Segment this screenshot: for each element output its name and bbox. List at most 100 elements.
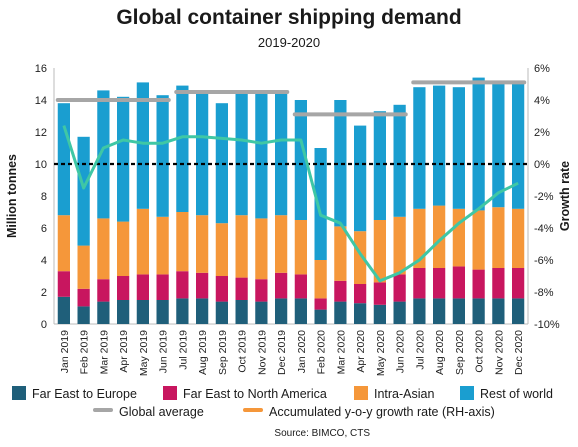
bar-segment-0 bbox=[215, 301, 228, 324]
bar-segment-0 bbox=[255, 301, 268, 324]
bar-segment-2 bbox=[472, 210, 485, 270]
legend-label: Global average bbox=[119, 405, 204, 419]
chart-title: Global container shipping demand bbox=[116, 6, 462, 29]
x-tick-label: Nov 2020 bbox=[493, 330, 505, 375]
bar-segment-2 bbox=[156, 216, 169, 275]
bar-segment-3 bbox=[393, 104, 406, 217]
x-tick-label: Dec 2020 bbox=[513, 330, 525, 375]
bar-segment-1 bbox=[117, 276, 130, 300]
bar-segment-3 bbox=[373, 111, 386, 220]
y-tick-label: 10 bbox=[35, 159, 47, 171]
legend-item-far-east-to-north-america: Far East to North America bbox=[163, 386, 327, 402]
y2-axis-title: Growth rate bbox=[558, 161, 572, 231]
bar-segment-0 bbox=[294, 298, 307, 324]
legend-item-rest-of-world: Rest of world bbox=[460, 386, 553, 402]
bar-segment-0 bbox=[235, 300, 248, 324]
y2-tick-label: -10% bbox=[534, 319, 560, 331]
bar-segment-3 bbox=[472, 77, 485, 211]
bar-segment-0 bbox=[196, 298, 209, 324]
bar-segment-0 bbox=[176, 298, 189, 324]
legend-item-growth-rate: Accumulated y-o-y growth rate (RH-axis) bbox=[243, 404, 495, 420]
bar-segment-3 bbox=[215, 103, 228, 224]
legend-item-far-east-to-europe: Far East to Europe bbox=[12, 386, 137, 402]
bar-segment-0 bbox=[156, 300, 169, 324]
source-note: Source: BIMCO, CTS bbox=[274, 428, 370, 439]
bar-segment-0 bbox=[275, 298, 288, 324]
x-tick-label: May 2019 bbox=[138, 330, 150, 376]
x-tick-label: Feb 2020 bbox=[316, 330, 328, 375]
bar-segment-3 bbox=[294, 100, 307, 220]
bar-segment-0 bbox=[57, 296, 70, 324]
bar-segment-3 bbox=[255, 93, 268, 219]
bar-segment-2 bbox=[215, 223, 228, 276]
x-tick-label: Jun 2020 bbox=[395, 330, 407, 373]
bar-segment-1 bbox=[294, 274, 307, 299]
y2-tick-label: 2% bbox=[534, 127, 550, 139]
bar-segment-3 bbox=[413, 87, 426, 209]
y-tick-label: 14 bbox=[35, 95, 47, 107]
bar-segment-1 bbox=[156, 274, 169, 300]
bar-segment-2 bbox=[275, 215, 288, 273]
bar-segment-3 bbox=[176, 85, 189, 212]
bar-segment-1 bbox=[314, 298, 327, 310]
bar-segment-2 bbox=[354, 231, 367, 284]
bar-segment-0 bbox=[354, 303, 367, 324]
y-tick-label: 16 bbox=[35, 63, 47, 75]
bar-segment-1 bbox=[136, 274, 149, 300]
chart-plot: 0 2 4 6 8 10 12 14 16 -10% -8% -6% -4% -2% 0% 2% 4% 6% Jan… bbox=[5, 63, 572, 376]
x-tick-label: Jul 2019 bbox=[177, 330, 189, 370]
y2-tick-label: 0% bbox=[534, 159, 550, 171]
legend-label: Rest of world bbox=[480, 387, 553, 401]
bar-segment-0 bbox=[117, 300, 130, 324]
legend-label: Accumulated y-o-y growth rate (RH-axis) bbox=[269, 405, 495, 419]
x-tick-label: Jun 2019 bbox=[158, 330, 170, 373]
bar-segment-3 bbox=[492, 80, 505, 208]
legend-item-intra-asian: Intra-Asian bbox=[354, 386, 434, 402]
bar-segment-0 bbox=[512, 298, 525, 324]
bar-segment-0 bbox=[334, 301, 347, 324]
bar-segment-2 bbox=[314, 260, 327, 299]
bar-segment-0 bbox=[314, 309, 327, 324]
x-tick-label: Jan 2020 bbox=[296, 330, 308, 373]
y-tick-label: 12 bbox=[35, 127, 47, 139]
bar-segment-2 bbox=[97, 218, 110, 280]
bar-segment-2 bbox=[255, 218, 268, 280]
bar-segment-1 bbox=[413, 268, 426, 299]
legend-swatch bbox=[93, 408, 113, 412]
bar-segment-1 bbox=[433, 268, 446, 299]
legend-swatch bbox=[163, 386, 177, 400]
bar-segment-1 bbox=[393, 274, 406, 302]
bar-segment-1 bbox=[196, 272, 209, 299]
bar-segment-2 bbox=[176, 212, 189, 272]
bar-segment-1 bbox=[215, 276, 228, 302]
y-tick-label: 0 bbox=[41, 319, 47, 331]
bar-segment-2 bbox=[512, 208, 525, 268]
bar-segment-0 bbox=[472, 298, 485, 324]
legend-swatch bbox=[460, 386, 474, 400]
bar-segment-2 bbox=[334, 226, 347, 281]
bar-segment-2 bbox=[413, 208, 426, 268]
bar-segment-3 bbox=[334, 100, 347, 227]
x-tick-label: Jan 2019 bbox=[59, 330, 71, 373]
bar-segment-1 bbox=[354, 284, 367, 304]
x-tick-label: Apr 2020 bbox=[355, 330, 367, 373]
x-tick-label: Mar 2019 bbox=[98, 330, 110, 375]
legend-label: Far East to Europe bbox=[32, 387, 137, 401]
bar-segment-2 bbox=[452, 208, 465, 267]
x-tick-label: Oct 2020 bbox=[474, 330, 486, 373]
bar-segment-1 bbox=[235, 277, 248, 300]
y2-tick-label: -6% bbox=[534, 255, 554, 267]
x-tick-label: Dec 2019 bbox=[276, 330, 288, 375]
x-tick-label: Jul 2020 bbox=[414, 330, 426, 370]
bar-segment-2 bbox=[433, 205, 446, 268]
bar-segment-1 bbox=[57, 271, 70, 297]
legend-swatch bbox=[243, 408, 263, 412]
bar-segment-2 bbox=[294, 220, 307, 275]
y2-tick-label: -8% bbox=[534, 287, 554, 299]
y-tick-label: 8 bbox=[41, 191, 47, 203]
bar-segment-1 bbox=[373, 282, 386, 305]
bar-segment-0 bbox=[97, 301, 110, 324]
bar-segment-3 bbox=[117, 96, 130, 222]
legend-label: Intra-Asian bbox=[374, 387, 435, 401]
